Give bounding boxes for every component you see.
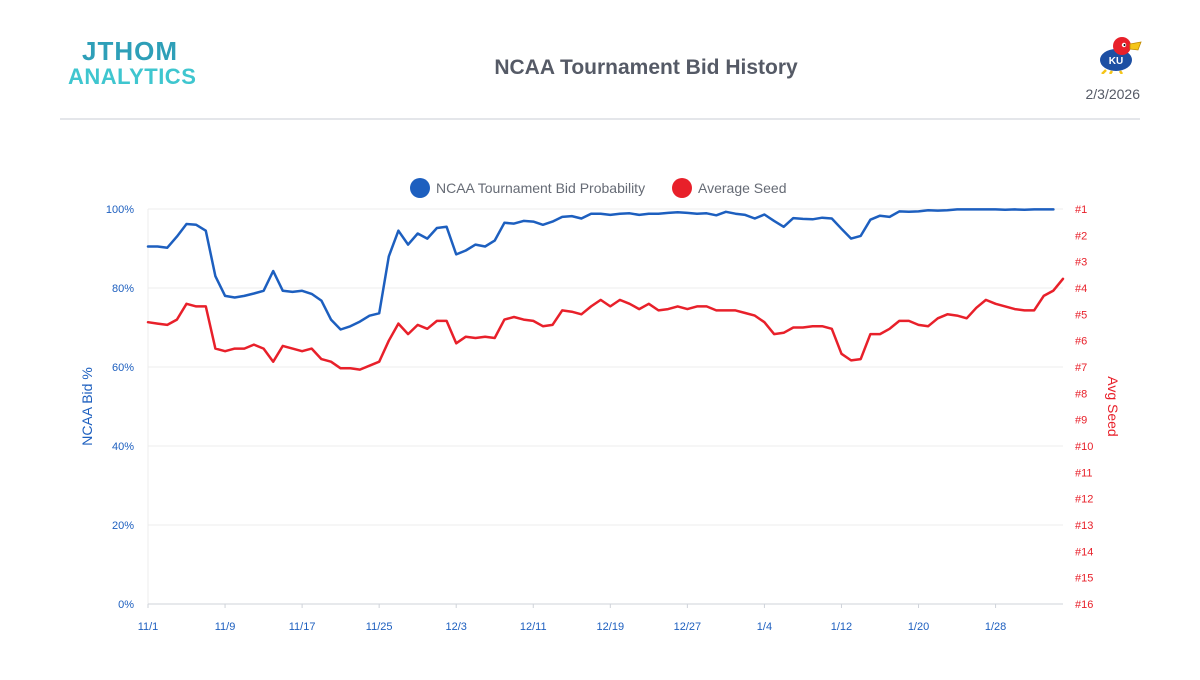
report-date: 2/3/2026 <box>1085 86 1141 102</box>
team-mascot-logo: KU <box>1092 30 1142 75</box>
y-tick-left-label: 100% <box>106 204 134 216</box>
brand-logo: JTHOM ANALYTICS <box>68 36 208 92</box>
y-tick-right-label: #7 <box>1075 362 1087 374</box>
logo-line-2: ANALYTICS <box>68 64 197 89</box>
y-tick-right-label: #3 <box>1075 257 1087 269</box>
y-tick-right-label: #8 <box>1075 388 1087 400</box>
legend-average-seed-label: Average Seed <box>698 180 786 196</box>
y-tick-right-label: #5 <box>1075 309 1087 321</box>
x-tick-label: 12/3 <box>445 621 466 633</box>
y-tick-right-label: #16 <box>1075 599 1093 611</box>
y-tick-right-label: #1 <box>1075 204 1087 216</box>
y-tick-right-label: #13 <box>1075 520 1093 532</box>
x-tick-label: 11/25 <box>366 621 393 633</box>
x-tick-label: 12/11 <box>520 621 547 633</box>
y-tick-right-label: #11 <box>1075 467 1093 479</box>
y-tick-right-label: #4 <box>1075 283 1087 295</box>
y-tick-left-label: 40% <box>112 441 134 453</box>
x-tick-label: 12/19 <box>597 621 625 633</box>
y-axis-right-title: Avg Seed <box>1105 376 1121 436</box>
legend-bid-probability-marker <box>410 178 430 198</box>
x-tick-label: 1/20 <box>908 621 929 633</box>
x-tick-label: 1/28 <box>985 621 1006 633</box>
y-tick-left-label: 80% <box>112 283 134 295</box>
y-tick-right-label: #2 <box>1075 230 1087 242</box>
series-line-bid-probability <box>146 208 1055 331</box>
y-tick-right-label: #10 <box>1075 441 1093 453</box>
logo-line-1: JTHOM <box>82 36 178 66</box>
header-divider <box>60 118 1140 120</box>
y-tick-left-label: 20% <box>112 520 134 532</box>
series-line-average-seed <box>146 277 1065 371</box>
x-tick-label: 11/1 <box>138 621 159 633</box>
x-tick-label: 11/9 <box>215 621 236 633</box>
y-axis-left-title: NCAA Bid % <box>79 367 95 446</box>
x-tick-label: 1/4 <box>757 621 772 633</box>
legend-bid-probability-label: NCAA Tournament Bid Probability <box>436 180 645 196</box>
mascot-text: KU <box>1109 56 1123 67</box>
y-tick-right-label: #14 <box>1075 546 1093 558</box>
y-tick-left-label: 60% <box>112 362 134 374</box>
y-tick-right-label: #12 <box>1075 494 1093 506</box>
y-tick-right-label: #6 <box>1075 336 1087 348</box>
y-tick-right-label: #9 <box>1075 415 1087 427</box>
page-title: NCAA Tournament Bid History <box>494 56 798 79</box>
y-tick-left-label: 0% <box>118 599 134 611</box>
x-tick-label: 11/17 <box>289 621 316 633</box>
legend-average-seed-marker <box>672 178 692 198</box>
y-tick-right-label: #15 <box>1075 573 1093 585</box>
x-tick-label: 12/27 <box>674 621 702 633</box>
x-tick-label: 1/12 <box>831 621 852 633</box>
